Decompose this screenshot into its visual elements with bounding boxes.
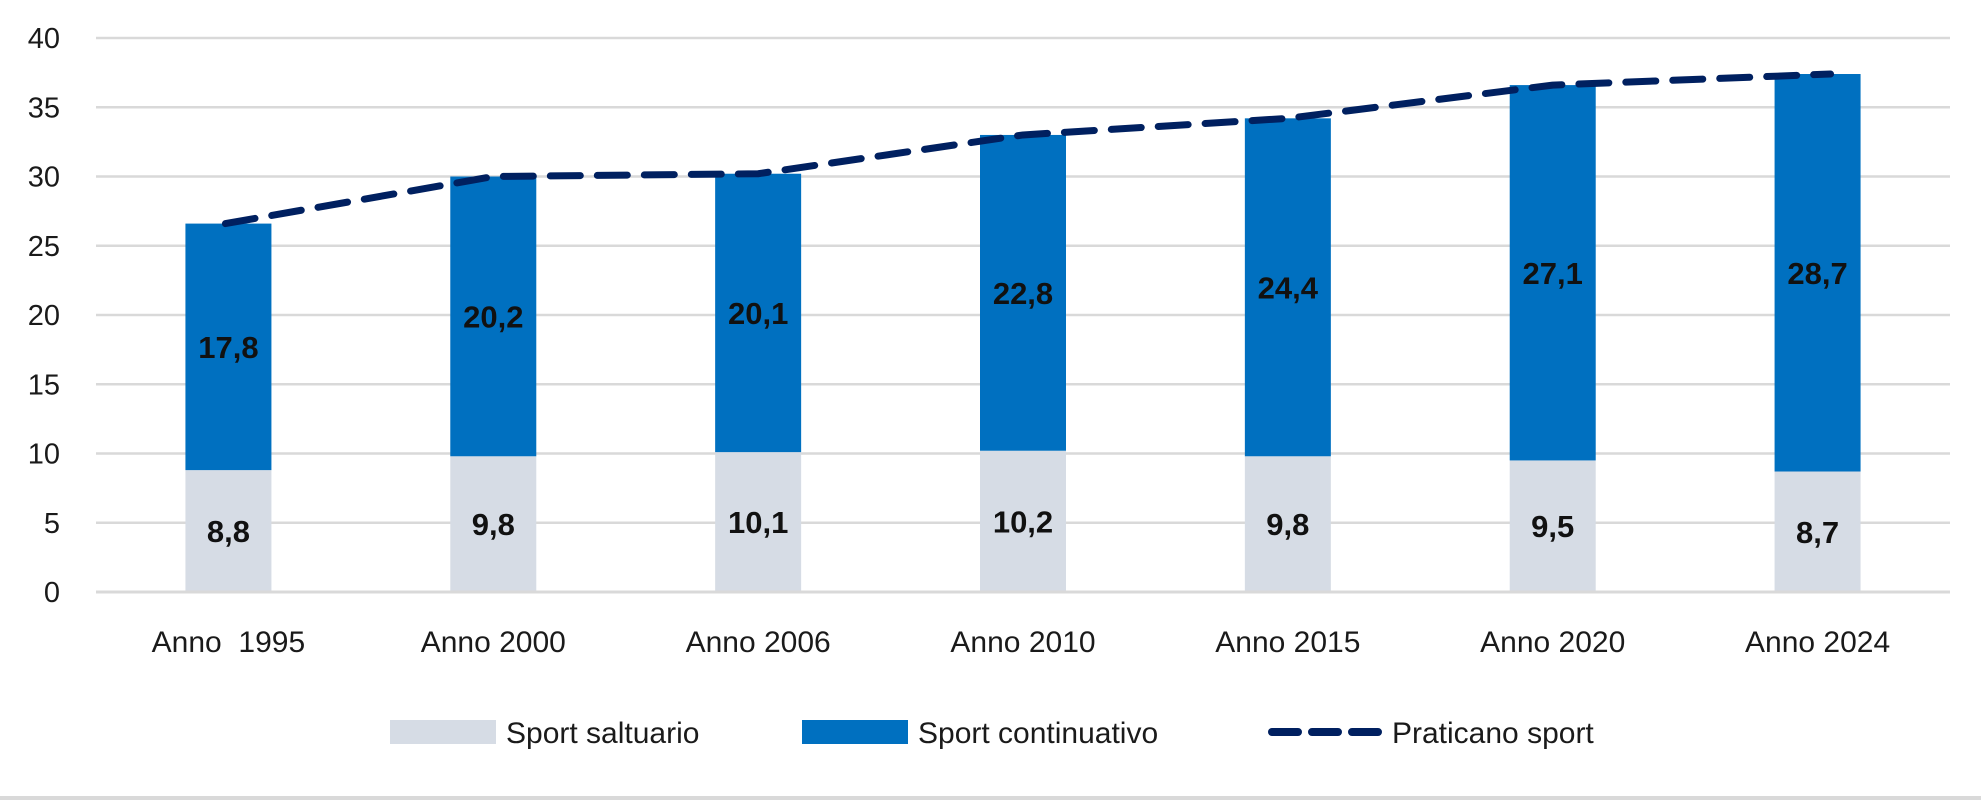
y-tick-label: 0: [44, 577, 60, 609]
bar-sport-saltuario: [1509, 460, 1596, 592]
y-tick-label: 10: [28, 439, 60, 471]
data-label-sport-continuativo: 27,1: [1523, 256, 1583, 291]
bar-sport-continuativo: [715, 173, 802, 453]
data-label-sport-saltuario: 8,7: [1796, 515, 1839, 550]
x-tick-label: Anno 2024: [1745, 626, 1890, 659]
bar-sport-continuativo: [980, 134, 1066, 451]
bottom-rule: [0, 796, 1981, 800]
legend-label-sport-continuativo: Sport continuativo: [918, 717, 1158, 750]
data-label-sport-continuativo: 17,8: [198, 330, 258, 365]
y-tick-label: 20: [28, 300, 60, 332]
y-tick-label: 5: [44, 508, 60, 540]
data-label-sport-continuativo: 24,4: [1258, 270, 1319, 305]
bar-sport-saltuario: [1774, 471, 1861, 592]
y-tick-label: 40: [28, 23, 60, 55]
data-label-sport-continuativo: 20,1: [728, 296, 788, 331]
bar-sport-continuativo: [1509, 85, 1596, 461]
legend-label-sport-saltuario: Sport saltuario: [506, 717, 699, 750]
data-label-sport-saltuario: 9,8: [1266, 507, 1309, 542]
bar-sport-saltuario: [185, 470, 272, 592]
legend-swatch-sport-saltuario: [390, 720, 496, 744]
data-label-sport-saltuario: 9,5: [1531, 509, 1574, 544]
x-tick-label: Anno 2010: [950, 626, 1095, 659]
x-tick-label: Anno 2020: [1480, 626, 1625, 659]
y-tick-label: 30: [28, 162, 60, 194]
line-praticano-sport: [221, 70, 1835, 228]
data-label-sport-continuativo: 20,2: [463, 299, 523, 334]
data-label-sport-saltuario: 8,8: [207, 514, 250, 549]
bar-sport-saltuario: [1244, 456, 1331, 592]
x-axis: Anno 1995 Anno 2000 Anno 2006 Anno 2010 Anno…: [96, 590, 1950, 659]
bar-sport-saltuario: [715, 452, 802, 592]
x-tick-label: Anno 2015: [1215, 626, 1360, 659]
legend-label-praticano-sport: Praticano sport: [1392, 717, 1594, 750]
bar-sport-continuativo: [1244, 118, 1331, 457]
bar-sport-saltuario: [980, 450, 1066, 592]
x-tick-label: Anno 2000: [421, 626, 566, 659]
data-label-sport-continuativo: 22,8: [993, 276, 1053, 311]
data-label-sport-saltuario: 10,2: [993, 504, 1053, 539]
data-labels: 8,8 17,8 9,8 20,2 10,1 20,1 10,2 22,8 9,8 24,4 9,5…: [198, 256, 1847, 550]
legend: Sport saltuario Sport continuativo Prati…: [390, 717, 1594, 750]
bar-sport-continuativo: [185, 223, 272, 471]
total-line: [221, 70, 1835, 228]
y-axis: 0 5 10 15 20 25 30 35 40: [28, 23, 60, 609]
x-tick-label: Anno 1995: [152, 626, 305, 659]
data-label-sport-saltuario: 9,8: [472, 507, 515, 542]
bar-sport-continuativo: [450, 176, 537, 457]
bars: [185, 74, 1861, 592]
y-tick-label: 25: [28, 231, 60, 263]
y-tick-label: 15: [28, 369, 60, 401]
data-label-sport-continuativo: 28,7: [1787, 256, 1847, 291]
x-tick-label: Anno 2006: [686, 626, 831, 659]
bar-sport-continuativo: [1774, 74, 1861, 472]
legend-swatch-sport-continuativo: [802, 720, 908, 744]
y-tick-label: 35: [28, 92, 60, 124]
data-label-sport-saltuario: 10,1: [728, 505, 788, 540]
bar-sport-saltuario: [450, 456, 537, 592]
